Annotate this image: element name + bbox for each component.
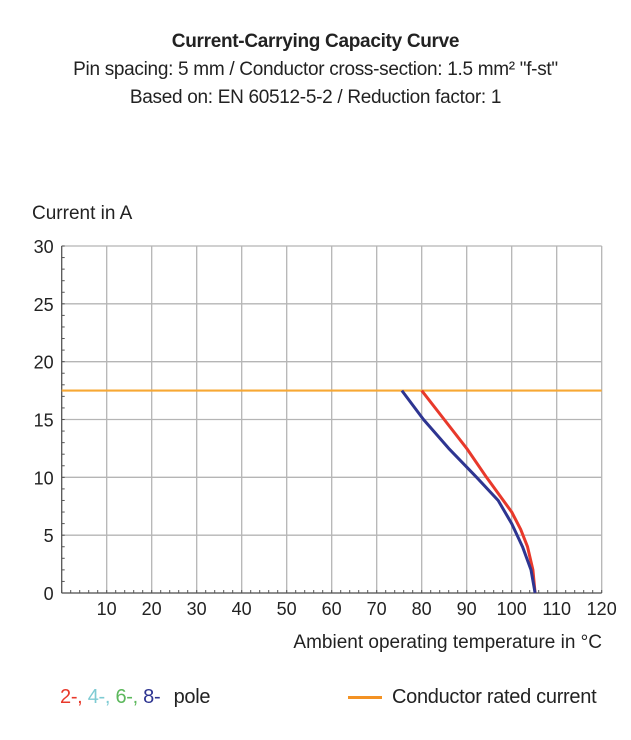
x-tick-label: 10 (97, 599, 117, 619)
x-tick-label: 120 (587, 599, 617, 619)
legend-item-2-pole: 2-, (60, 686, 83, 708)
legend-poles: 2-, 4-, 6-, 8- pole (60, 686, 211, 709)
legend-rated: Conductor rated current (348, 686, 597, 709)
x-tick-label: 90 (457, 599, 477, 619)
legend-item-4-pole: 4-, (87, 686, 111, 708)
y-tick-label: 15 (34, 411, 54, 431)
y-tick-label: 25 (34, 295, 54, 315)
chart-titles: Current-Carrying Capacity Curve Pin spac… (0, 28, 631, 112)
x-tick-label: 30 (187, 599, 207, 619)
y-tick-label: 30 (34, 237, 54, 257)
y-axis-label: Current in A (32, 203, 133, 224)
series-line-1 (400, 389, 537, 594)
x-tick-label: 40 (232, 599, 252, 619)
legend-rated-label: Conductor rated current (392, 686, 597, 708)
legend-rated-swatch (348, 696, 382, 699)
legend-item-6-pole: 6-, (115, 686, 138, 708)
series-line-0 (420, 389, 537, 594)
x-tick-label: 70 (367, 599, 387, 619)
x-tick-label: 100 (497, 599, 527, 619)
x-axis-label: Ambient operating temperature in °C (293, 632, 602, 653)
x-tick-label: 50 (277, 599, 297, 619)
x-tick-label: 80 (412, 599, 432, 619)
y-tick-label: 10 (34, 468, 54, 488)
chart-title: Current-Carrying Capacity Curve (171, 31, 460, 52)
chart-subtitle-2: Based on: EN 60512-5-2 / Reduction facto… (129, 87, 502, 108)
y-tick-label: 20 (34, 353, 54, 373)
x-tick-label: 110 (542, 599, 571, 619)
y-tick-label: 5 (44, 526, 54, 546)
y-tick-label: 0 (44, 584, 54, 604)
legend-suffix: pole (173, 686, 211, 708)
x-tick-label: 60 (322, 599, 342, 619)
x-tick-label: 20 (142, 599, 162, 619)
chart-subtitle-1: Pin spacing: 5 mm / Conductor cross-sect… (73, 59, 558, 80)
legend-item-8-pole: 8- (143, 686, 161, 708)
